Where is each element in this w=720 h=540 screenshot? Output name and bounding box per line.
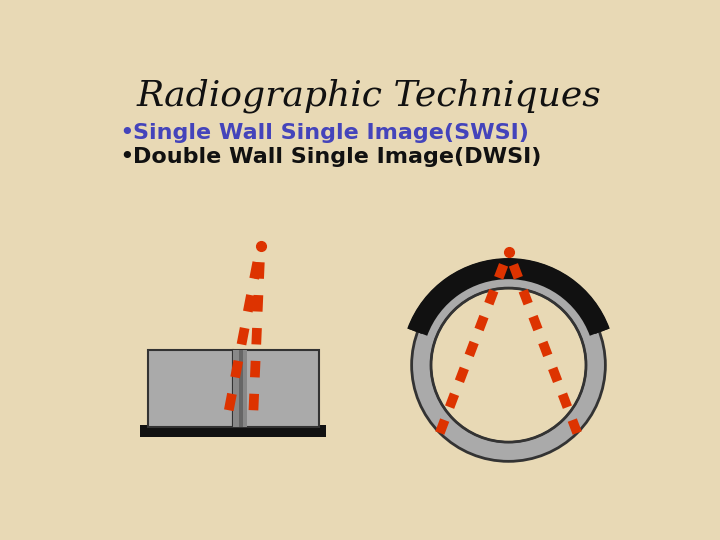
Text: •: • bbox=[120, 145, 134, 169]
Text: Double Wall Single Image(DWSI): Double Wall Single Image(DWSI) bbox=[132, 147, 541, 167]
Bar bbox=[239, 350, 243, 427]
Bar bbox=[140, 425, 326, 437]
Circle shape bbox=[431, 288, 586, 442]
Circle shape bbox=[412, 269, 606, 461]
Wedge shape bbox=[408, 258, 610, 334]
Bar bbox=[233, 350, 248, 427]
Bar bbox=[148, 350, 233, 427]
Text: Radiographic Techniques: Radiographic Techniques bbox=[137, 78, 601, 113]
Bar bbox=[233, 350, 319, 427]
Text: Single Wall Single Image(SWSI): Single Wall Single Image(SWSI) bbox=[132, 123, 528, 143]
Text: •: • bbox=[120, 120, 134, 145]
